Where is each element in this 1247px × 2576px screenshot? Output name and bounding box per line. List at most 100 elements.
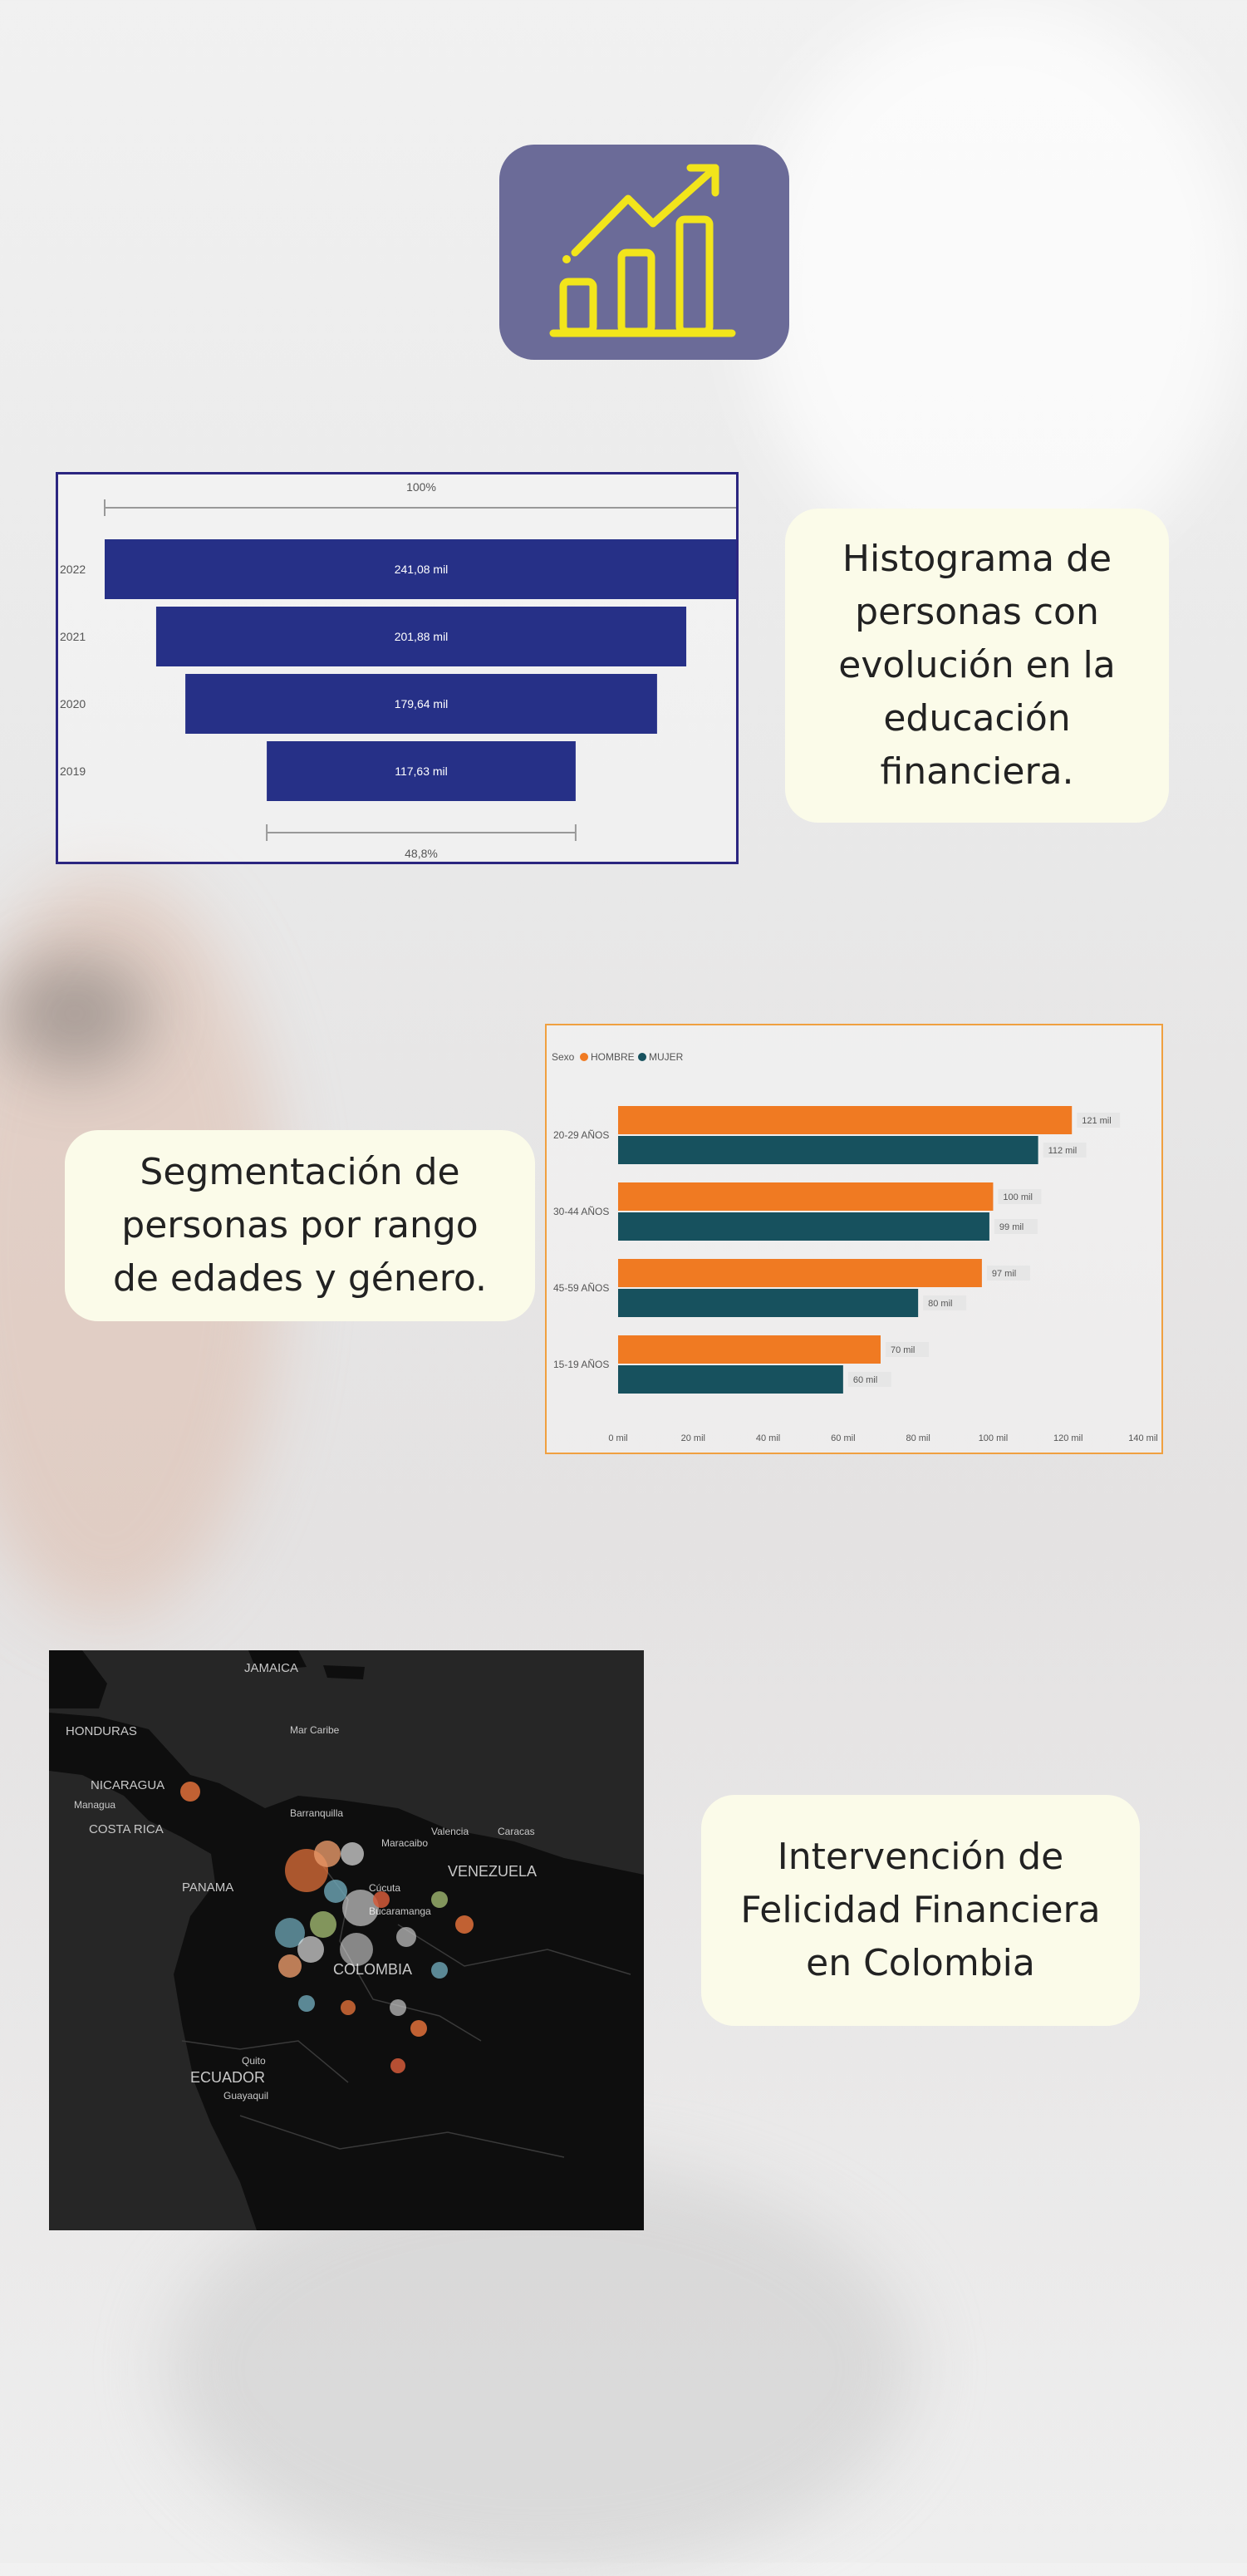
map-markers	[180, 1782, 474, 2073]
bar	[618, 1182, 994, 1211]
map-marker	[396, 1927, 416, 1947]
funnel-category-label: 2020	[60, 697, 86, 710]
data-label-bg	[1043, 1143, 1087, 1158]
gender-chart-panel: Sexo HOMBRE MUJER 20-29 AÑOS 121 mil 112 mil 3…	[545, 1024, 1163, 1454]
category-label: 45-59 AÑOS	[553, 1282, 609, 1294]
map-marker	[324, 1880, 347, 1903]
funnel-bottom-label: 48,8%	[405, 847, 438, 860]
x-tick-label: 60 mil	[831, 1433, 855, 1443]
funnel-bar-label: 241,08 mil	[395, 563, 449, 576]
x-tick-label: 0 mil	[608, 1433, 627, 1443]
land-mass	[49, 1713, 644, 2230]
colombia-map: JAMAICA HONDURAS NICARAGUA COSTA RICA PA…	[49, 1650, 644, 2230]
map-label-country: ECUADOR	[190, 2069, 265, 2086]
background-blob	[748, 0, 1246, 582]
funnel-category-label: 2022	[60, 563, 86, 576]
map-marker	[373, 1891, 390, 1908]
map-label-city: Quito	[242, 2055, 266, 2067]
map-marker	[180, 1782, 200, 1802]
map-marker	[390, 1999, 406, 2016]
data-label-bg	[998, 1189, 1042, 1204]
logo-tile	[499, 145, 789, 360]
map-marker	[390, 2058, 405, 2073]
category-label: 30-44 AÑOS	[553, 1206, 609, 1217]
map-marker	[298, 1995, 315, 2012]
background-pen	[0, 956, 150, 1072]
funnel-bar-label: 179,64 mil	[395, 697, 449, 710]
funnel-chart: 100% 241,08 mil 2022 201,88 mil 2021 179,64 m…	[60, 480, 739, 860]
funnel-category-label: 2019	[60, 764, 86, 778]
funnel-bar	[267, 741, 576, 801]
legend-item: MUJER	[649, 1051, 684, 1063]
bar	[618, 1212, 989, 1241]
island-shapes	[248, 1650, 365, 1679]
map-description-card: Intervención de Felicidad Financiera en …	[701, 1795, 1140, 2026]
map-marker	[340, 1933, 373, 1966]
funnel-bar-label: 201,88 mil	[395, 630, 449, 643]
bar	[618, 1289, 919, 1317]
gender-age-chart: Sexo HOMBRE MUJER 20-29 AÑOS 121 mil 112 mil 3…	[552, 1051, 1158, 1443]
map-label-country: JAMAICA	[244, 1661, 298, 1675]
map-label-sea: Mar Caribe	[290, 1724, 340, 1736]
funnel-bar	[105, 539, 738, 599]
data-label-bg	[986, 1266, 1030, 1281]
bar	[618, 1335, 881, 1364]
map-marker	[431, 1962, 448, 1979]
funnel-bar	[155, 607, 687, 666]
map-label-country: HONDURAS	[66, 1724, 137, 1738]
central-america	[49, 1650, 107, 1708]
bar	[618, 1365, 843, 1394]
data-label: 80 mil	[928, 1299, 952, 1309]
map-marker	[275, 1918, 305, 1948]
map-marker	[455, 1915, 474, 1934]
x-tick-label: 40 mil	[756, 1433, 780, 1443]
x-tick-label: 80 mil	[906, 1433, 930, 1443]
data-label-bg	[994, 1219, 1038, 1234]
map-label-city: Cúcuta	[369, 1882, 400, 1894]
data-label-bg	[923, 1295, 967, 1310]
category-label: 20-29 AÑOS	[553, 1129, 609, 1141]
funnel-top-label: 100%	[406, 480, 436, 494]
data-label: 100 mil	[1003, 1192, 1032, 1202]
map-label-country: COSTA RICA	[89, 1822, 164, 1836]
map-marker	[341, 1842, 364, 1866]
bar	[618, 1136, 1038, 1164]
legend-swatch	[638, 1053, 646, 1061]
bar-chart-growth-icon	[549, 164, 735, 337]
category-label: 15-19 AÑOS	[553, 1359, 609, 1370]
bar	[618, 1106, 1073, 1134]
x-tick-label: 20 mil	[681, 1433, 705, 1443]
x-tick-label: 100 mil	[979, 1433, 1008, 1443]
map-marker	[341, 2000, 356, 2015]
map-marker	[278, 1954, 302, 1978]
map-label-city: Maracaibo	[381, 1837, 428, 1849]
data-label: 60 mil	[853, 1375, 877, 1385]
data-label: 121 mil	[1082, 1116, 1111, 1126]
legend-swatch	[580, 1053, 588, 1061]
data-label: 70 mil	[891, 1345, 915, 1355]
data-label-bg	[886, 1342, 929, 1357]
x-tick-label: 140 mil	[1128, 1433, 1157, 1443]
gender-description-card: Segmentación de personas por rango de ed…	[65, 1130, 535, 1321]
map-marker	[410, 2020, 427, 2037]
legend-item: HOMBRE	[591, 1051, 635, 1063]
map-labels: JAMAICA HONDURAS NICARAGUA COSTA RICA PA…	[66, 1661, 537, 2102]
map-label-country: COLOMBIA	[333, 1961, 412, 1978]
map-label-city: Caracas	[498, 1826, 535, 1837]
data-label-bg	[1077, 1113, 1121, 1128]
map-marker	[431, 1891, 448, 1908]
map-canvas: JAMAICA HONDURAS NICARAGUA COSTA RICA PA…	[49, 1650, 644, 2230]
map-marker	[314, 1841, 341, 1867]
funnel-description-text: Histograma de personas con evolución en …	[838, 538, 1116, 793]
map-marker	[342, 1890, 379, 1926]
data-label: 97 mil	[992, 1269, 1016, 1279]
funnel-description-card: Histograma de personas con evolución en …	[785, 509, 1169, 823]
legend-title: Sexo	[552, 1051, 575, 1063]
map-label-city: Guayaquil	[223, 2090, 268, 2102]
map-marker	[297, 1936, 324, 1963]
map-marker	[310, 1911, 336, 1938]
funnel-chart-panel: 100% 241,08 mil 2022 201,88 mil 2021 179,64 m…	[56, 472, 739, 864]
data-label-bg	[847, 1372, 891, 1387]
funnel-category-label: 2021	[60, 630, 86, 643]
map-description-text: Intervención de Felicidad Financiera en …	[740, 1836, 1101, 1984]
